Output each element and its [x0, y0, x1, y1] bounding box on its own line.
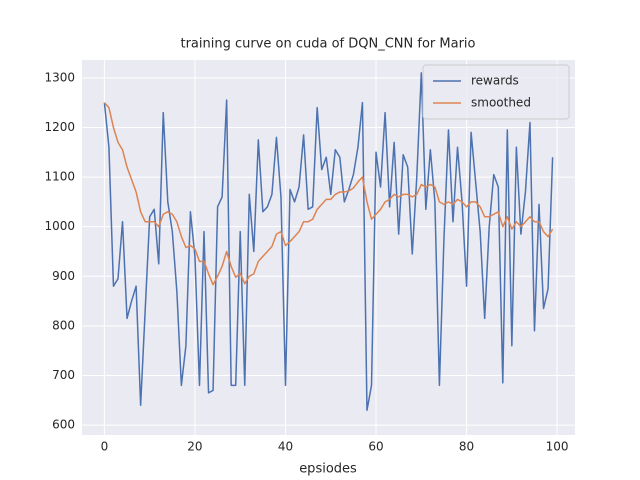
y-tick-label: 700	[52, 368, 75, 382]
legend-box	[422, 64, 570, 120]
x-tick-label: 0	[101, 440, 109, 454]
y-tick-label: 900	[52, 269, 75, 283]
x-tick-label: 40	[278, 440, 293, 454]
y-tick-label: 800	[52, 318, 75, 332]
x-tick-label: 100	[546, 440, 569, 454]
x-tick-label: 80	[459, 440, 474, 454]
y-tick-label: 1300	[44, 70, 75, 84]
legend-label: smoothed	[471, 96, 531, 110]
y-tick-label: 1100	[44, 170, 75, 184]
x-tick-label: 60	[368, 440, 383, 454]
series-line	[103, 102, 554, 286]
y-tick-label: 1000	[44, 219, 75, 233]
legend-label: rewards	[471, 74, 519, 88]
y-tick-label: 1200	[44, 120, 75, 134]
chart-title: training curve on cuda of DQN_CNN for Ma…	[180, 37, 475, 52]
y-tick-label: 600	[52, 418, 75, 432]
series-line	[103, 72, 554, 411]
x-tick-label: 20	[187, 440, 202, 454]
x-axis-label: epsiodes	[299, 462, 357, 477]
